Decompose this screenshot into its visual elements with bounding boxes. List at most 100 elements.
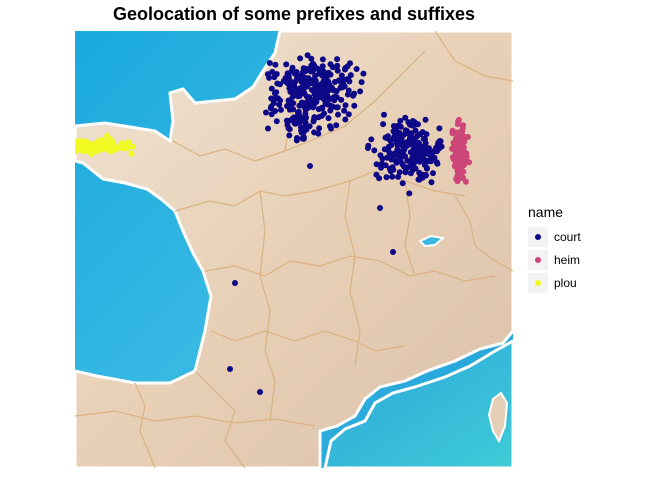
point-court — [307, 163, 313, 169]
point-court — [342, 116, 349, 123]
point-court — [389, 173, 396, 180]
point-court — [383, 174, 390, 181]
legend-label-plou: plou — [554, 275, 577, 290]
legend-label-heim: heim — [554, 252, 581, 267]
point-court — [395, 151, 402, 158]
point-plou — [83, 138, 90, 145]
legend-title: name — [528, 204, 564, 220]
point-court — [364, 145, 371, 151]
point-court — [436, 125, 443, 132]
point-court — [315, 114, 322, 121]
point-court — [407, 121, 413, 128]
point-heim — [462, 178, 469, 185]
map-panel[interactable] — [75, 31, 513, 468]
point-court — [304, 52, 311, 59]
point-plou — [83, 146, 90, 153]
legend-item-court: court — [528, 225, 581, 248]
point-court — [368, 136, 375, 143]
point-court — [417, 131, 424, 138]
point-court — [298, 99, 305, 106]
point-heim — [456, 140, 462, 147]
point-court — [333, 122, 340, 129]
point-court — [347, 72, 354, 79]
point-court — [327, 123, 333, 130]
point-court — [409, 166, 416, 173]
point-court — [397, 123, 404, 130]
point-court — [373, 161, 380, 168]
point-court — [306, 94, 313, 101]
point-court — [333, 88, 340, 95]
chart-title: Geolocation of some prefixes and suffixe… — [112, 4, 476, 24]
point-plou — [125, 139, 132, 146]
point-court — [257, 389, 263, 395]
point-court — [290, 100, 297, 107]
point-court — [232, 280, 238, 286]
point-court — [272, 108, 279, 114]
point-court — [310, 118, 317, 125]
point-heim — [455, 118, 462, 125]
point-court — [330, 95, 337, 102]
point-court — [319, 56, 326, 63]
point-court — [341, 83, 348, 90]
point-court — [311, 129, 318, 136]
point-court — [329, 103, 336, 110]
point-heim — [460, 122, 467, 129]
point-court — [268, 85, 275, 92]
point-court — [320, 68, 327, 75]
point-court — [294, 92, 301, 99]
point-court — [325, 115, 332, 122]
point-court — [381, 111, 387, 118]
point-court — [316, 94, 323, 101]
point-court — [397, 117, 404, 124]
point-court — [371, 147, 378, 154]
point-plou — [75, 143, 81, 150]
legend-label-court: court — [554, 229, 581, 244]
point-plou — [104, 146, 111, 153]
point-court — [345, 111, 352, 118]
point-court — [295, 108, 302, 115]
point-court — [325, 69, 332, 76]
point-heim — [459, 154, 466, 161]
point-court — [273, 118, 280, 125]
point-court — [437, 138, 444, 145]
point-court — [290, 81, 297, 88]
point-court — [347, 60, 353, 67]
point-court — [322, 101, 329, 107]
point-plou — [99, 145, 106, 152]
point-court — [360, 70, 367, 77]
point-court — [271, 90, 278, 97]
point-court — [421, 161, 428, 168]
point-court — [309, 65, 316, 72]
point-court — [415, 144, 422, 151]
point-court — [412, 127, 419, 134]
point-court — [313, 84, 320, 91]
point-court — [302, 110, 309, 117]
point-court — [269, 68, 276, 75]
point-court — [298, 124, 304, 131]
point-court — [402, 169, 409, 176]
point-heim — [449, 130, 456, 137]
point-court — [396, 130, 403, 136]
point-court — [406, 190, 413, 197]
point-court — [402, 139, 409, 146]
points-layer — [75, 52, 473, 395]
point-court — [426, 145, 432, 152]
point-court — [309, 87, 315, 93]
point-court — [345, 87, 352, 94]
point-court — [272, 61, 279, 68]
point-court — [386, 165, 393, 172]
point-heim — [452, 161, 459, 168]
point-court — [373, 171, 380, 178]
legend-item-plou: plou — [528, 271, 581, 294]
point-court — [284, 71, 291, 78]
point-court — [378, 164, 384, 171]
point-court — [300, 134, 307, 141]
point-court — [285, 97, 292, 104]
point-court — [273, 71, 280, 77]
point-court — [338, 78, 345, 84]
point-court — [425, 151, 432, 158]
point-court — [306, 123, 313, 130]
point-court — [430, 170, 436, 177]
legend-key-court — [528, 226, 548, 247]
point-court — [357, 88, 364, 95]
